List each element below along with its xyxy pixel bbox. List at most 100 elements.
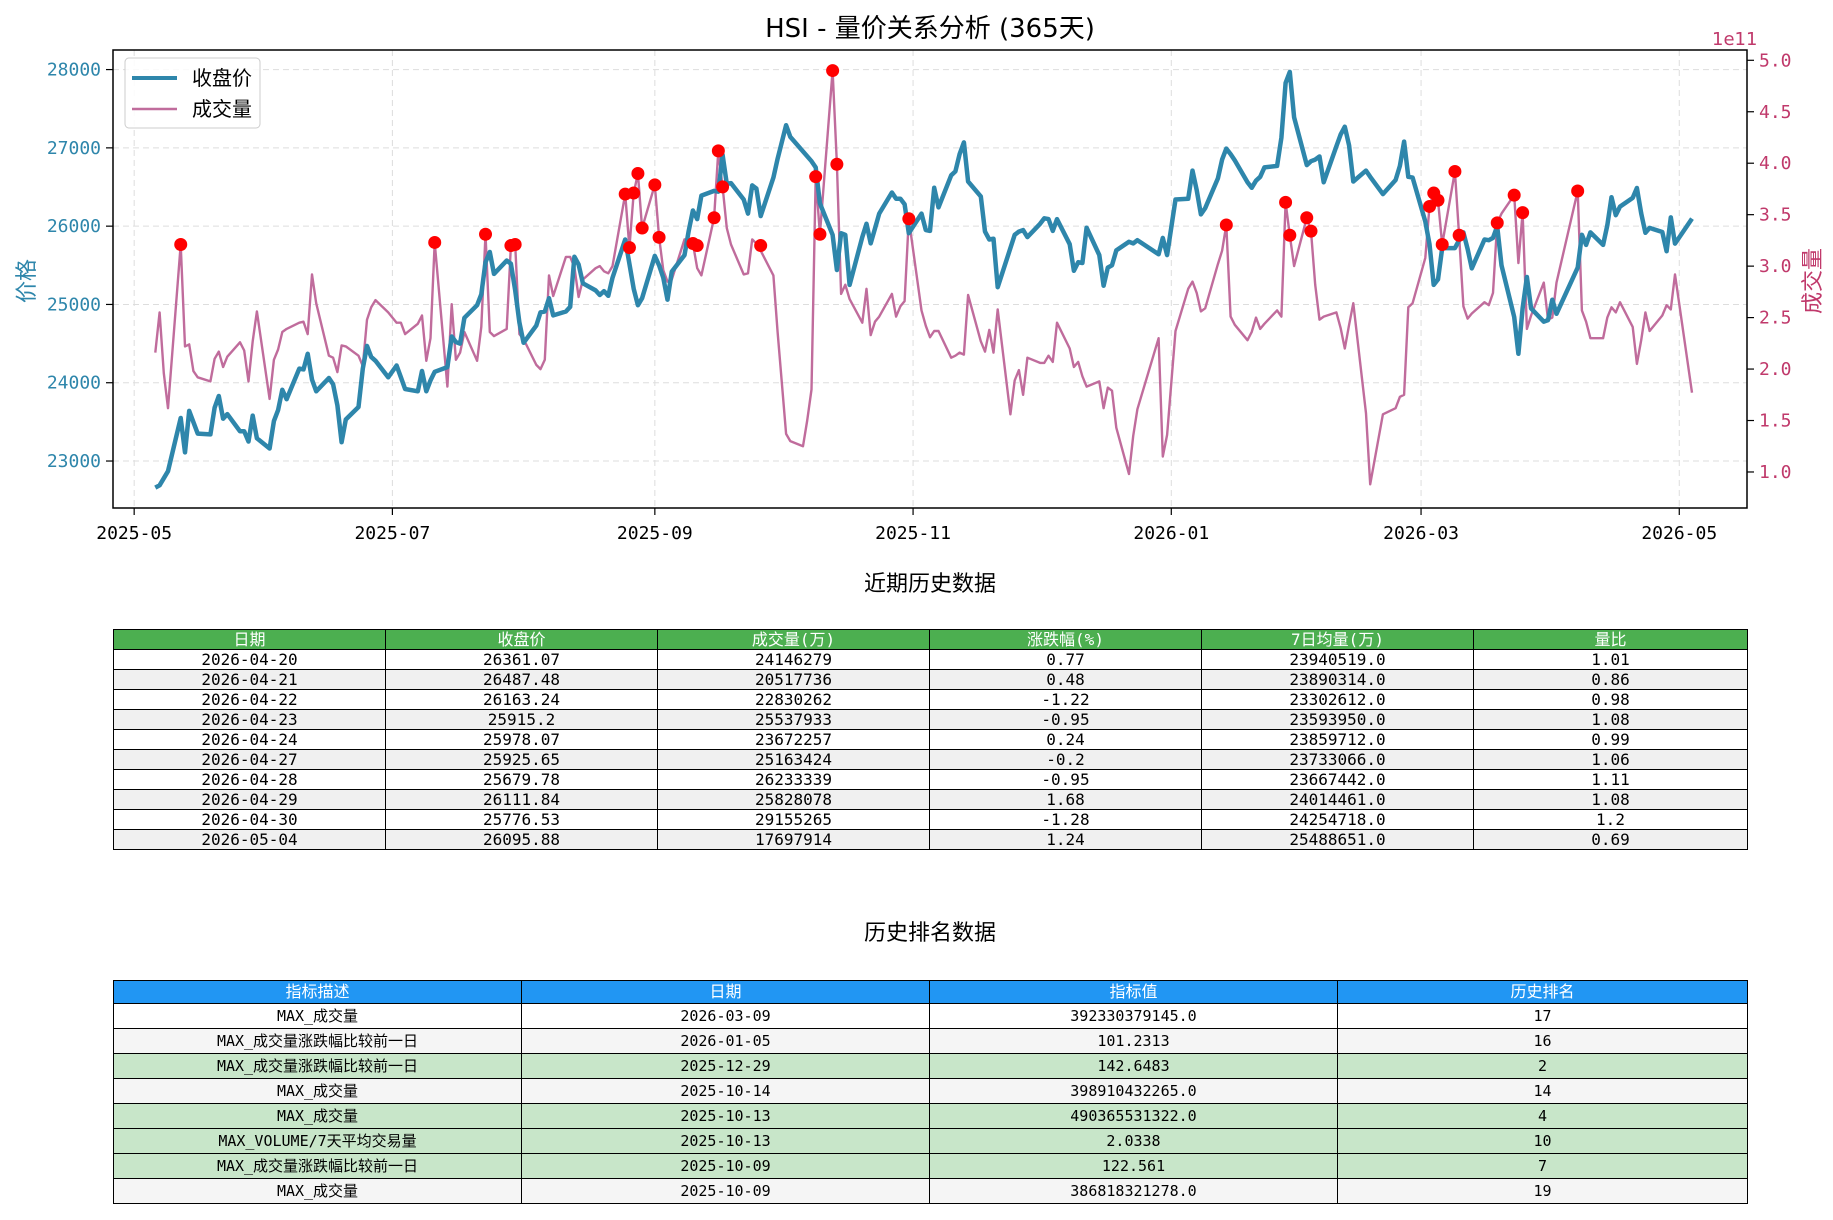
recent-table-header: 日期 收盘价 成交量(万) 涨跌幅(%) 7日均量(万) 量比 bbox=[113, 629, 1748, 650]
table-cell: 24014461.0 bbox=[1201, 789, 1474, 810]
price-volume-chart: HSI - 量价关系分析 (365天) 2025-05 2025-07 2025-0… bbox=[15, 14, 1826, 544]
table-cell: 14 bbox=[1337, 1078, 1748, 1104]
table-row: MAX_成交量涨跌幅比较前一日 2025-10-09 122.561 7 bbox=[113, 1153, 1748, 1179]
table-header-cell: 指标描述 bbox=[113, 980, 522, 1004]
table-cell: 26487.48 bbox=[385, 669, 658, 690]
table-row: 2026-04-20 26361.07 24146279 0.77 23940519.0… bbox=[113, 649, 1748, 670]
ranking-table-header: 指标描述 日期 指标值 历史排名 bbox=[113, 980, 1748, 1004]
table-cell: 0.48 bbox=[929, 669, 1202, 690]
table-cell: 0.69 bbox=[1473, 829, 1748, 850]
table-cell: 22830262 bbox=[657, 689, 930, 710]
table-cell: -0.95 bbox=[929, 769, 1202, 790]
y-tick-label: 28000 bbox=[47, 60, 101, 81]
table-cell: 2026-04-29 bbox=[113, 789, 386, 810]
table-cell: 101.2313 bbox=[929, 1028, 1338, 1054]
table-row: 2026-04-30 25776.53 29155265 -1.28 24254718.… bbox=[113, 809, 1748, 830]
table-cell: MAX_成交量 bbox=[113, 1178, 522, 1204]
table-cell: 26095.88 bbox=[385, 829, 658, 850]
table-cell: 2026-04-27 bbox=[113, 749, 386, 770]
table-cell: 23667442.0 bbox=[1201, 769, 1474, 790]
table-cell: 0.77 bbox=[929, 649, 1202, 670]
table-cell: 25776.53 bbox=[385, 809, 658, 830]
table-row: MAX_成交量 2025-10-13 490365531322.0 4 bbox=[113, 1103, 1748, 1129]
legend-price-label: 收盘价 bbox=[192, 66, 252, 90]
legend-volume-label: 成交量 bbox=[192, 97, 252, 121]
table-cell: MAX_成交量 bbox=[113, 1078, 522, 1104]
table-cell: 10 bbox=[1337, 1128, 1748, 1154]
table-cell: 17 bbox=[1337, 1003, 1748, 1029]
table-cell: 386818321278.0 bbox=[929, 1178, 1338, 1204]
table-header-cell: 日期 bbox=[113, 629, 386, 650]
table-cell: 2025-12-29 bbox=[521, 1053, 930, 1079]
y2-tick-label: 2.5 bbox=[1759, 308, 1792, 329]
volume-spike-markers bbox=[174, 64, 1585, 255]
table-cell: MAX_成交量涨跌幅比较前一日 bbox=[113, 1153, 522, 1179]
table-header-cell: 涨跌幅(%) bbox=[929, 629, 1202, 650]
table-cell: 142.6483 bbox=[929, 1053, 1338, 1079]
y2-tick-label: 3.0 bbox=[1759, 256, 1792, 277]
table-header-cell: 成交量(万) bbox=[657, 629, 930, 650]
y-tick-label: 23000 bbox=[47, 451, 101, 472]
volume-spike-marker bbox=[902, 212, 916, 226]
table-cell: 23593950.0 bbox=[1201, 709, 1474, 730]
table-cell: 1.24 bbox=[929, 829, 1202, 850]
table-cell: 2026-01-05 bbox=[521, 1028, 930, 1054]
y2-axis-label: 成交量 bbox=[1801, 248, 1826, 314]
table-cell: 26111.84 bbox=[385, 789, 658, 810]
table-cell: 7 bbox=[1337, 1153, 1748, 1179]
legend-box bbox=[124, 57, 261, 129]
y2-tick-label: 1.5 bbox=[1759, 411, 1792, 432]
table-cell: 2026-04-21 bbox=[113, 669, 386, 690]
table-cell: 24254718.0 bbox=[1201, 809, 1474, 830]
volume-spike-marker bbox=[1279, 195, 1293, 209]
volume-spike-marker bbox=[711, 144, 725, 158]
table-row: 2026-04-23 25915.2 25537933 -0.95 23593950.0… bbox=[113, 709, 1748, 730]
legend: 收盘价 成交量 bbox=[124, 57, 261, 129]
table-cell: 16 bbox=[1337, 1028, 1748, 1054]
table-cell: 25679.78 bbox=[385, 769, 658, 790]
table-row: 2026-04-27 25925.65 25163424 -0.2 23733066.0… bbox=[113, 749, 1748, 770]
table-cell: 1.08 bbox=[1473, 789, 1748, 810]
volume-spike-marker bbox=[1219, 218, 1233, 232]
volume-spike-marker bbox=[1304, 224, 1318, 238]
x-tick-label: 2025-05 bbox=[96, 523, 172, 544]
table-cell: 2025-10-09 bbox=[521, 1153, 930, 1179]
y2-tick-label: 5.0 bbox=[1759, 50, 1792, 71]
y2-tick-label: 3.5 bbox=[1759, 205, 1792, 226]
chart-title: HSI - 量价关系分析 (365天) bbox=[765, 14, 1095, 44]
table-header-cell: 日期 bbox=[521, 980, 930, 1004]
table-cell: 26361.07 bbox=[385, 649, 658, 670]
table-row: MAX_成交量 2025-10-09 386818321278.0 19 bbox=[113, 1178, 1748, 1204]
x-tick-label: 2026-03 bbox=[1383, 523, 1459, 544]
table-cell: 1.06 bbox=[1473, 749, 1748, 770]
y-tick-label: 25000 bbox=[47, 294, 101, 315]
table-cell: 25163424 bbox=[657, 749, 930, 770]
volume-spike-marker bbox=[1571, 184, 1585, 198]
table-cell: 392330379145.0 bbox=[929, 1003, 1338, 1029]
table-cell: 23940519.0 bbox=[1201, 649, 1474, 670]
volume-spike-marker bbox=[622, 241, 636, 255]
table-cell: 0.99 bbox=[1473, 729, 1748, 750]
volume-line bbox=[154, 69, 1694, 486]
table-row: MAX_成交量 2026-03-09 392330379145.0 17 bbox=[113, 1003, 1748, 1029]
volume-spike-marker bbox=[631, 167, 645, 181]
table-cell: 23302612.0 bbox=[1201, 689, 1474, 710]
table-cell: 2025-10-09 bbox=[521, 1178, 930, 1204]
table-row: MAX_成交量 2025-10-14 398910432265.0 14 bbox=[113, 1078, 1748, 1104]
volume-spike-marker bbox=[813, 227, 827, 241]
table-cell: MAX_成交量涨跌幅比较前一日 bbox=[113, 1053, 522, 1079]
volume-spike-marker bbox=[1490, 216, 1504, 230]
table-cell: 25978.07 bbox=[385, 729, 658, 750]
table-cell: 25915.2 bbox=[385, 709, 658, 730]
y2-tick-label: 4.0 bbox=[1759, 153, 1792, 174]
y2-tick-label: 2.0 bbox=[1759, 359, 1792, 380]
table-cell: 122.561 bbox=[929, 1153, 1338, 1179]
table-cell: 2026-04-23 bbox=[113, 709, 386, 730]
volume-spike-marker bbox=[627, 186, 641, 200]
table-row: 2026-05-04 26095.88 17697914 1.24 25488651.0… bbox=[113, 829, 1748, 850]
grid-lines bbox=[113, 50, 1747, 508]
price-line bbox=[154, 69, 1694, 490]
ranking-table-title: 历史排名数据 bbox=[863, 921, 996, 946]
volume-spike-marker bbox=[1283, 228, 1297, 242]
volume-spike-marker bbox=[754, 239, 768, 253]
